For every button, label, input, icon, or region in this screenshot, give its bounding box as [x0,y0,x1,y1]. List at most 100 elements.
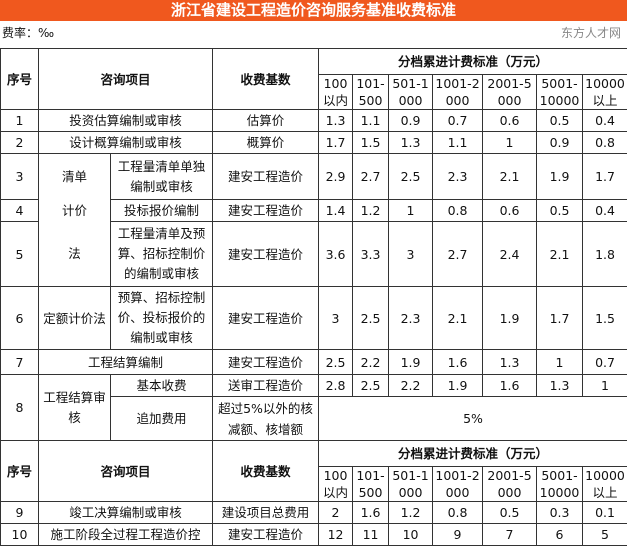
tier-header: 10000以上 [585,468,625,500]
row-base: 建安工程造价 [228,354,304,370]
table-row: 1 投资估算编制或审核 估算价 1.3 1.1 0.9 0.7 0.6 0.5 0.4 [0,109,627,132]
fee-value: 2.1 [499,169,520,184]
fee-value: 0.8 [447,505,468,520]
fee-value: 3 [331,310,340,326]
table-row: 6 定额计价法 预算、招标控制价、投标报价的编制或审核 建安工程造价 3 2.5 2.3 2.… [0,286,627,350]
row-group: 清单 [61,169,87,185]
header-row: 序号 咨询项目 收费基数 分档累进计费标准（万元） [0,48,627,110]
row-no: 1 [15,113,24,128]
fee-value: 2.9 [325,169,346,184]
tier-header: 1001-2000 [435,76,480,108]
row-no: 6 [15,310,24,326]
fee-value: 1 [505,135,514,150]
fee-value: 0.8 [595,135,615,150]
tier-header: 1001-2000 [435,468,480,500]
fee-value: 1.3 [325,113,346,128]
fee-value: 1.4 [325,203,346,218]
fee-value: 2.5 [325,354,346,370]
table-row: 8 工程结算审核 基本收费 送审工程造价 2.8 2.5 2.2 1.9 1.6 1.3 1 [0,374,627,441]
tier-header: 2001-5000 [487,76,532,108]
fee-value: 0.9 [400,113,421,128]
fee-value: 0.4 [595,113,615,128]
row-no: 8 [15,400,24,415]
row-item: 基本收费 [136,378,187,393]
fee-value: 1.7 [595,169,615,184]
row-base: 概算价 [246,135,285,150]
fee-value: 1.1 [447,135,468,150]
tier-header: 501-1000 [392,76,429,108]
row-item: 施工阶段全过程工程造价控 [50,527,201,542]
row-group: 计价 [61,203,87,218]
fee-value: 1.6 [360,505,381,520]
fee-value: 2.3 [400,310,421,326]
fee-value: 0.5 [549,113,570,128]
row-group: 工程结算审核 [43,389,106,425]
row-item: 工程结算编制 [88,354,164,370]
fee-value: 1.2 [400,505,421,520]
row-base: 建设项目总费用 [221,505,310,520]
tier-header: 10000以上 [585,76,625,108]
fee-value: 6 [555,527,564,542]
row-no: 7 [15,354,24,370]
fee-value: 2.1 [447,310,468,326]
watermark: 东方人才网 [560,26,621,40]
table-row: 2 设计概算编制或审核 概算价 1.7 1.5 1.3 1.1 1 0.9 0.8 [0,131,627,154]
fee-value: 2.2 [360,354,381,370]
fee-value: 1.1 [360,113,381,128]
fee-value: 0.8 [447,203,468,218]
fee-value: 1.6 [499,378,520,393]
header-base: 收费基数 [240,71,291,87]
fee-value: 10 [402,527,419,542]
row-base: 建安工程造价 [228,203,304,218]
fee-value: 3.3 [360,246,381,262]
header-item: 咨询项目 [100,71,151,87]
fee-value: 1.7 [325,135,346,150]
row-item: 设计概算编制或审核 [69,135,182,150]
row-no: 5 [15,246,24,262]
row-item: 竣工决算编制或审核 [69,505,182,520]
fee-value: 0.4 [595,203,615,218]
fee-value: 0.7 [595,354,615,370]
tier-header: 101-500 [356,76,385,108]
header-tier-title: 分档累进计费标准（万元） [398,54,549,69]
fee-value: 2.2 [400,378,421,393]
rate-label: 费率：‰ [2,26,55,40]
fee-value: 2.3 [447,169,468,184]
row-no: 4 [15,203,24,218]
row-no: 2 [15,135,24,150]
fee-value: 3 [406,246,415,262]
fee-value: 1.9 [400,354,421,370]
fee-value: 2.8 [325,378,346,393]
row-no: 9 [15,505,24,520]
row-item: 投标报价编制 [124,202,200,218]
fee-value: 11 [362,527,379,542]
fee-value: 2.4 [499,246,520,262]
header-no: 序号 [6,71,32,87]
fee-value: 1.5 [595,310,615,326]
header-tier-title: 分档累进计费标准（万元） [398,446,549,461]
table-row: 追加费用 超过5%以外的核减额、核增额 5% [1,396,627,441]
tier-header: 2001-5000 [487,468,532,500]
row-no: 3 [15,169,24,184]
fee-value: 1 [601,378,609,393]
row-base: 建安工程造价 [228,527,304,542]
fee-value: 2 [331,505,340,520]
fee-value: 2.1 [549,246,570,262]
fee-value: 1.9 [447,378,468,393]
row-item: 投资估算编制或审核 [69,113,182,128]
tier-header: 100以内 [323,468,349,500]
fee-value: 0.6 [499,203,520,218]
fee-value: 0.1 [595,505,615,520]
row-group: 法 [68,246,81,262]
fee-value: 9 [453,527,462,542]
tier-header: 101-500 [356,468,385,500]
row-no: 10 [11,527,28,542]
header-base: 收费基数 [240,463,291,479]
table-row: 3 清单 工程量清单单独编制或审核 建安工程造价 2.9 2.7 2.5 2.3 2.1 1.9 1… [0,153,627,200]
fee-value: 2.7 [447,246,468,262]
row-item: 预算、招标控制价、投标报价的编制或审核 [117,290,206,345]
row-base: 估算价 [246,113,285,128]
fee-value: 12 [327,527,344,542]
tier-header: 5001-10000 [539,76,580,108]
fee-value: 1.9 [499,310,520,326]
